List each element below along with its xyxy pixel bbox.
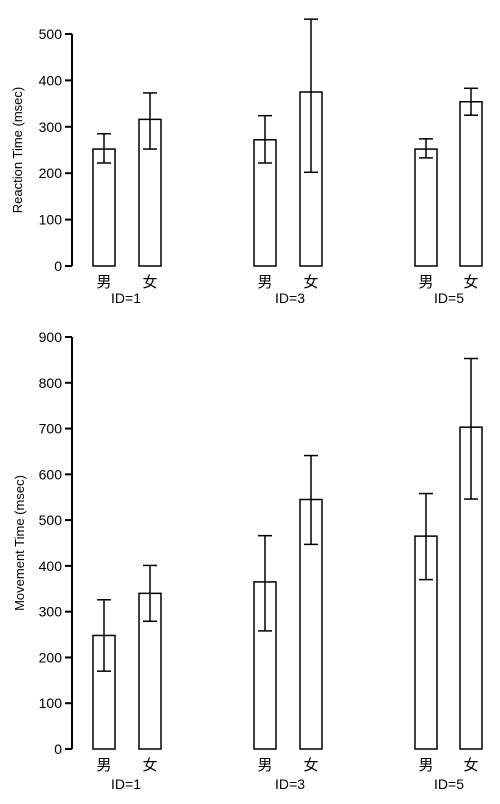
group-label: ID=3 xyxy=(275,776,305,792)
y-tick-label: 300 xyxy=(39,119,63,135)
y-tick-label: 900 xyxy=(39,329,63,345)
bar xyxy=(459,100,483,267)
category-label: 男 xyxy=(418,274,433,291)
category-label: 女 xyxy=(303,756,318,774)
category-label: 男 xyxy=(96,274,111,291)
bar xyxy=(92,148,116,267)
group-label: ID=5 xyxy=(434,290,464,306)
group-label: ID=1 xyxy=(111,290,141,306)
y-tick-label: 700 xyxy=(39,421,63,437)
category-label: 女 xyxy=(142,273,157,291)
y-tick-label: 200 xyxy=(39,649,63,665)
group-label: ID=5 xyxy=(434,776,464,792)
bar xyxy=(414,148,438,267)
y-tick-label: 0 xyxy=(54,741,62,757)
y-tick-label: 100 xyxy=(39,212,63,228)
y-tick-label: 400 xyxy=(39,558,63,574)
movement-time-chart: 0 100 200 300 400 500 600 700 800 900 Movement Tim… xyxy=(12,329,483,792)
y-tick-label: 0 xyxy=(54,258,62,274)
y-tick-label: 400 xyxy=(39,72,63,88)
category-label: 女 xyxy=(303,273,318,291)
y-tick-label: 200 xyxy=(39,165,63,181)
y-tick-label: 300 xyxy=(39,604,63,620)
y-tick-label: 500 xyxy=(39,26,63,42)
y-axis-label: Reaction Time (msec) xyxy=(10,87,25,213)
category-label: 男 xyxy=(257,274,272,291)
category-label: 女 xyxy=(463,273,478,291)
category-label: 女 xyxy=(463,756,478,774)
category-label: 男 xyxy=(96,757,111,774)
category-label: 男 xyxy=(257,757,272,774)
y-tick-label: 100 xyxy=(39,695,63,711)
group-label: ID=3 xyxy=(275,290,305,306)
y-tick-label: 600 xyxy=(39,466,63,482)
category-label: 男 xyxy=(418,757,433,774)
category-label: 女 xyxy=(142,756,157,774)
y-tick-label: 800 xyxy=(39,375,63,391)
y-axis-label: Movement Time (msec) xyxy=(12,475,27,611)
group-label: ID=1 xyxy=(111,776,141,792)
y-tick-label: 500 xyxy=(39,512,63,528)
